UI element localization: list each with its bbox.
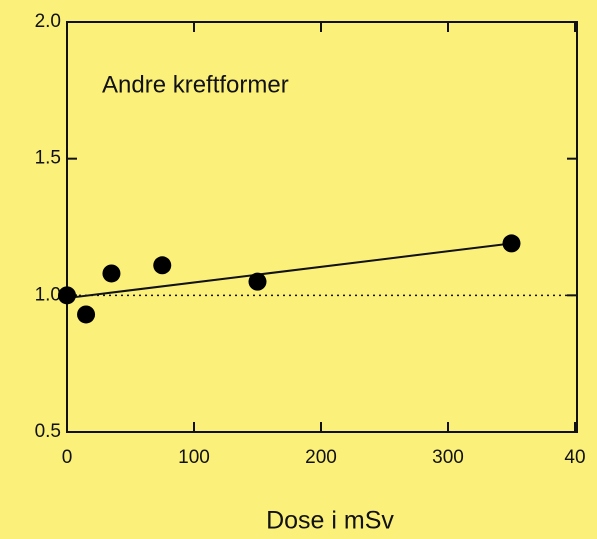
chart-title: Andre kreftformer [102, 71, 289, 98]
point [58, 286, 76, 305]
point [77, 305, 96, 324]
x-tick-label: 300 [432, 447, 464, 468]
x-axis-label: Dose i mSv [266, 507, 394, 535]
y-tick-label: 1.0 [35, 284, 61, 305]
x-tick-label: 40 [564, 447, 585, 468]
x-tick-label: 0 [62, 447, 73, 468]
point [248, 272, 267, 291]
fit-line [66, 242, 512, 300]
point [502, 234, 521, 253]
x-tick-label: 100 [178, 447, 210, 468]
y-tick-label: 1.5 [35, 148, 61, 169]
y-tick-label: 2.0 [35, 11, 61, 32]
point [153, 256, 172, 275]
y-tick-label: 0.5 [35, 421, 61, 442]
point [102, 264, 121, 283]
x-tick-label: 200 [305, 447, 337, 468]
